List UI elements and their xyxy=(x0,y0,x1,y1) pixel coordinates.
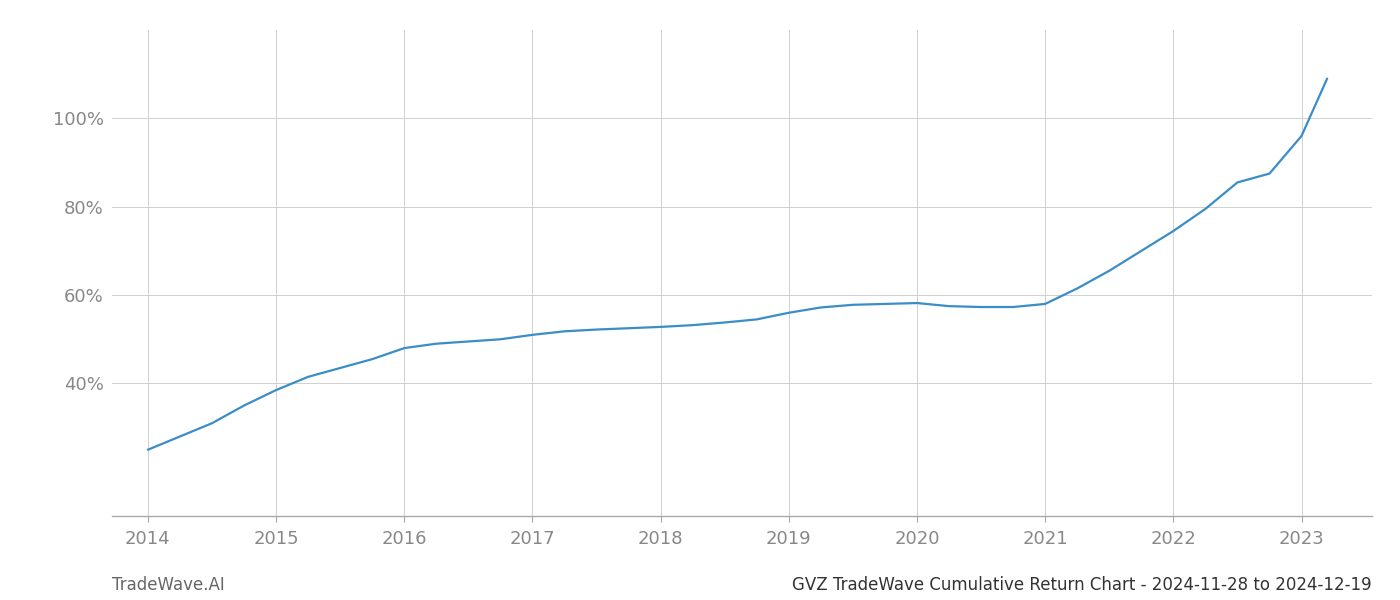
Text: TradeWave.AI: TradeWave.AI xyxy=(112,576,225,594)
Text: GVZ TradeWave Cumulative Return Chart - 2024-11-28 to 2024-12-19: GVZ TradeWave Cumulative Return Chart - … xyxy=(792,576,1372,594)
